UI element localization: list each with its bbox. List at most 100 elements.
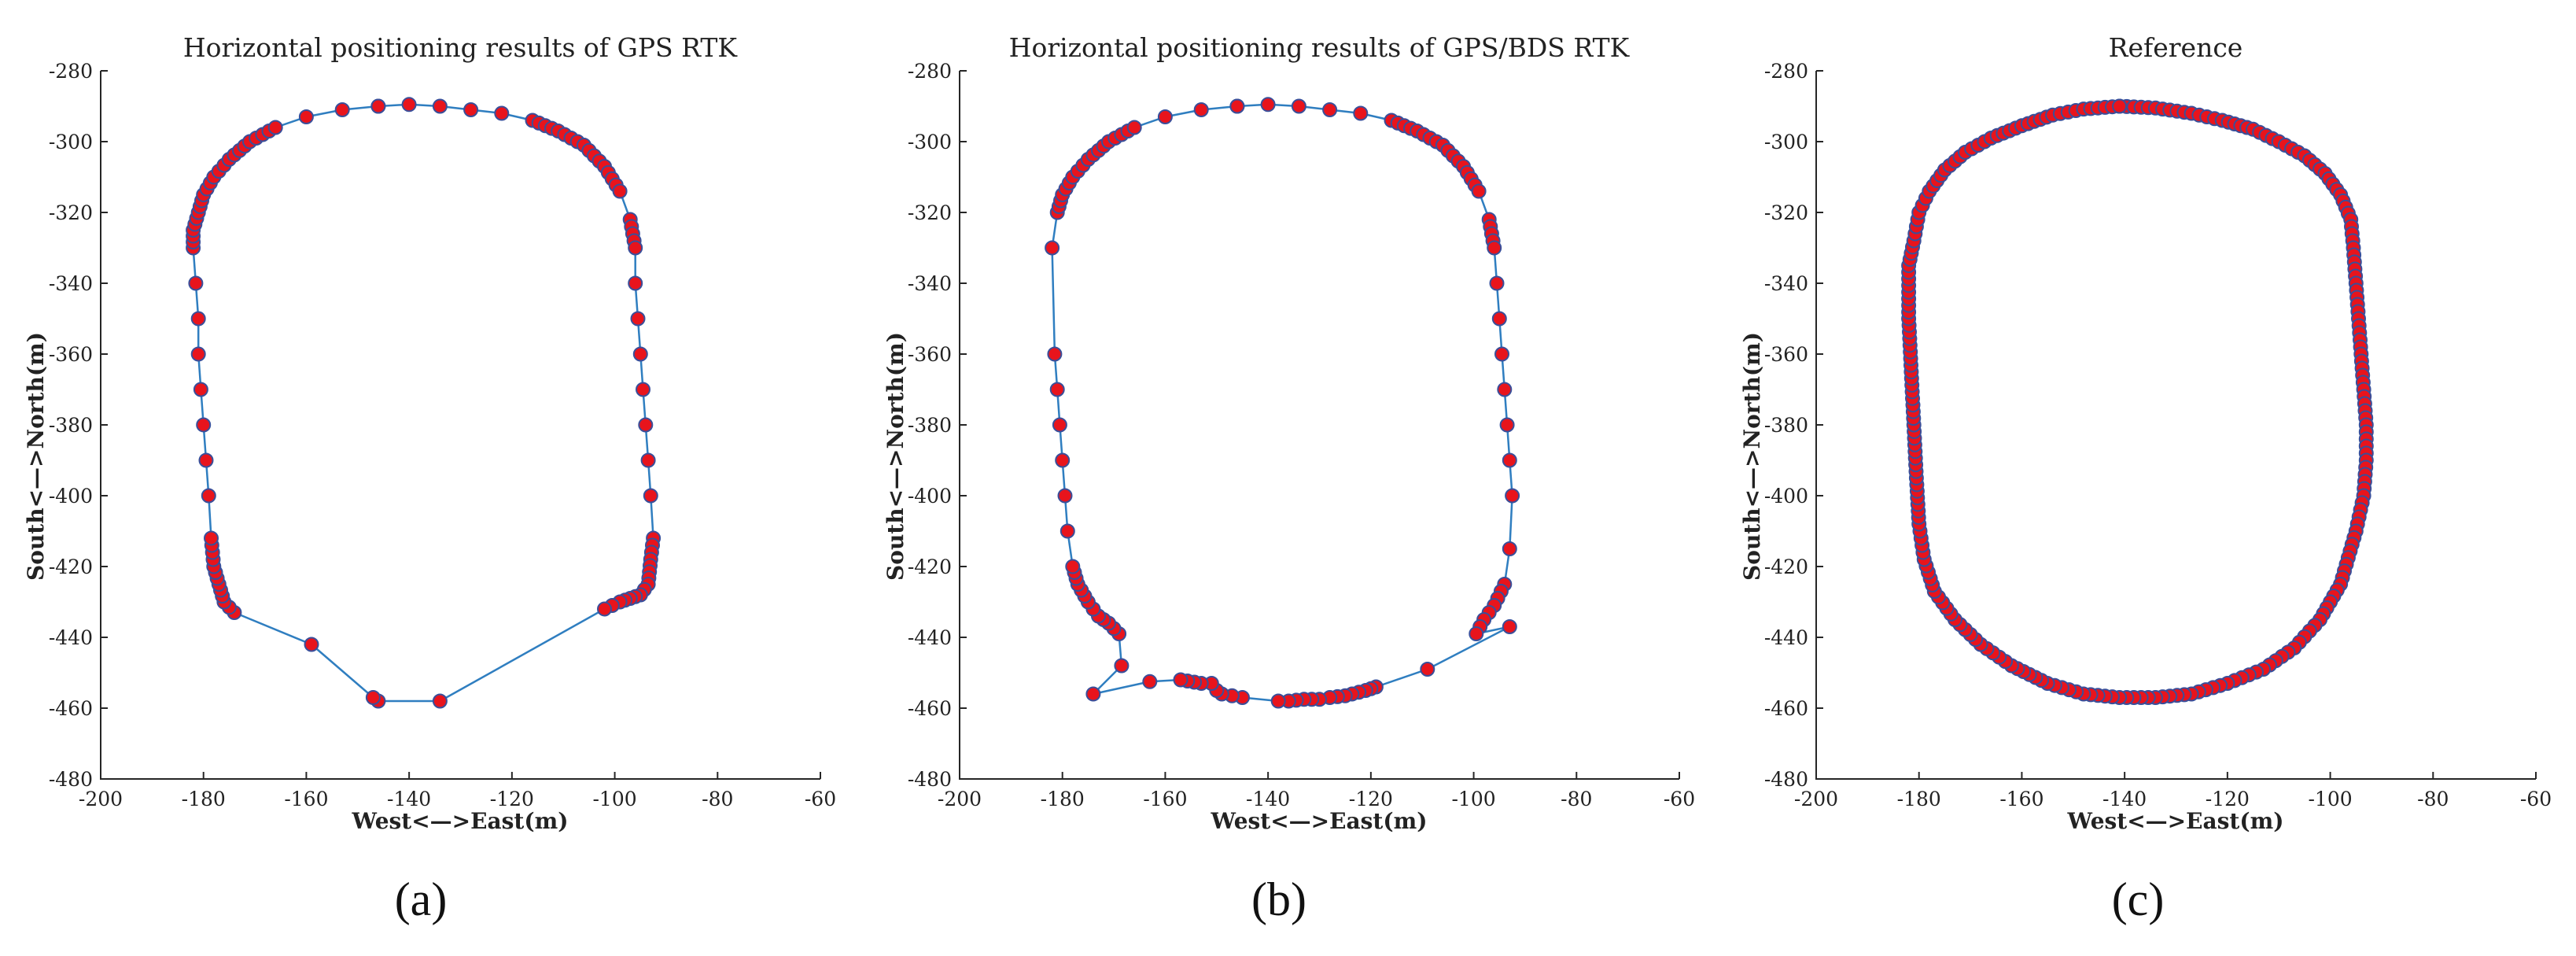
data-point bbox=[1193, 102, 1209, 117]
data-point bbox=[1065, 559, 1081, 574]
y-tick-label: -380 bbox=[49, 414, 93, 437]
plot-area: -200 -180 -160 -140 -120 -100 -80 -60 -480 -460 -4… bbox=[1764, 60, 2552, 810]
data-point bbox=[201, 488, 216, 504]
data-point bbox=[1499, 417, 1515, 433]
y-tick-label: -340 bbox=[49, 272, 93, 295]
y-tick-label: -400 bbox=[908, 485, 952, 508]
data-point bbox=[597, 601, 612, 617]
x-tick-label: -80 bbox=[1561, 788, 1592, 810]
data-point bbox=[1487, 240, 1502, 256]
y-tick-label: -360 bbox=[1764, 343, 1808, 366]
y-tick-label: -300 bbox=[908, 131, 952, 153]
y-tick-label: -360 bbox=[908, 343, 952, 366]
data-point bbox=[1260, 97, 1276, 113]
data-point bbox=[1502, 452, 1517, 468]
data-point bbox=[640, 452, 656, 468]
data-point bbox=[628, 275, 643, 291]
y-tick-label: -460 bbox=[1764, 697, 1808, 720]
y-tick-label: -400 bbox=[49, 485, 93, 508]
x-tick-label: -180 bbox=[1897, 788, 1941, 810]
chart-title: Reference bbox=[2109, 32, 2243, 63]
x-axis-label: West<—>East(m) bbox=[2067, 808, 2284, 834]
data-point bbox=[188, 275, 204, 291]
y-tick-label: -480 bbox=[1764, 768, 1808, 791]
y-tick-label: -320 bbox=[49, 201, 93, 224]
data-point bbox=[267, 120, 283, 135]
y-axis-label: South<—>North(m) bbox=[883, 332, 908, 581]
subplot-b: Horizontal positioning results of GPS/BD… bbox=[883, 32, 1695, 925]
data-point bbox=[1142, 674, 1158, 689]
data-point bbox=[432, 98, 448, 114]
data-point bbox=[1502, 541, 1517, 556]
data-point bbox=[1055, 452, 1071, 468]
data-point bbox=[193, 382, 208, 397]
data-point bbox=[1049, 382, 1065, 397]
plot-area: -200 -180 -160 -140 -120 -100 -80 -60 -480 -460 -4… bbox=[49, 60, 836, 810]
data-point bbox=[2112, 98, 2128, 114]
data-point bbox=[1126, 120, 1142, 135]
x-tick-label: -160 bbox=[284, 788, 328, 810]
y-tick-label: -460 bbox=[49, 697, 93, 720]
y-tick-label: -280 bbox=[908, 60, 952, 83]
series-line bbox=[1051, 103, 1513, 703]
data-point bbox=[1045, 240, 1060, 256]
x-tick-label: -180 bbox=[1041, 788, 1085, 810]
data-point bbox=[628, 240, 643, 256]
data-point bbox=[298, 109, 314, 124]
chart-title: Horizontal positioning results of GPS/BD… bbox=[1009, 32, 1631, 63]
x-tick-label: -120 bbox=[2206, 788, 2250, 810]
chart-title: Horizontal positioning results of GPS RT… bbox=[183, 32, 739, 63]
y-tick-label: -340 bbox=[1764, 272, 1808, 295]
y-tick-label: -420 bbox=[1764, 556, 1808, 578]
caption-c: (c) bbox=[2112, 873, 2165, 925]
x-tick-label: -60 bbox=[1664, 788, 1695, 810]
x-tick-label: -200 bbox=[938, 788, 982, 810]
data-point bbox=[643, 488, 658, 504]
subplot-a: Horizontal positioning results of GPS RT… bbox=[23, 32, 836, 925]
data-point bbox=[204, 530, 219, 546]
y-tick-label: -280 bbox=[1764, 60, 1808, 83]
plot-area: -200 -180 -160 -140 -120 -100 -80 -60 -480 -460 -4… bbox=[908, 60, 1695, 810]
data-point bbox=[432, 693, 448, 709]
data-point bbox=[1491, 311, 1507, 327]
data-point bbox=[463, 102, 479, 117]
data-point bbox=[190, 311, 206, 327]
y-tick-label: -440 bbox=[49, 626, 93, 649]
y-tick-label: -480 bbox=[49, 768, 93, 791]
x-tick-label: -120 bbox=[490, 788, 534, 810]
data-point bbox=[1173, 672, 1188, 688]
y-tick-label: -460 bbox=[908, 697, 952, 720]
y-tick-label: -320 bbox=[1764, 201, 1808, 224]
data-point bbox=[334, 102, 350, 117]
data-point bbox=[1322, 102, 1338, 117]
data-point bbox=[638, 417, 654, 433]
x-tick-label: -180 bbox=[182, 788, 226, 810]
x-tick-label: -100 bbox=[592, 788, 636, 810]
y-axis-label: South<—>North(m) bbox=[1739, 332, 1765, 581]
data-point bbox=[365, 690, 381, 705]
data-point bbox=[1291, 98, 1306, 114]
data-point bbox=[1505, 488, 1520, 504]
data-point bbox=[1057, 488, 1073, 504]
x-tick-label: -100 bbox=[2308, 788, 2352, 810]
data-point bbox=[190, 346, 206, 362]
x-tick-label: -120 bbox=[1349, 788, 1393, 810]
data-point bbox=[1502, 619, 1517, 634]
y-tick-label: -300 bbox=[49, 131, 93, 153]
y-tick-label: -440 bbox=[908, 626, 952, 649]
x-tick-label: -160 bbox=[1999, 788, 2043, 810]
data-point bbox=[1353, 105, 1369, 121]
x-tick-label: -80 bbox=[2417, 788, 2449, 810]
data-point bbox=[630, 311, 646, 327]
y-tick-label: -440 bbox=[1764, 626, 1808, 649]
y-tick-label: -420 bbox=[49, 556, 93, 578]
x-tick-label: -200 bbox=[1794, 788, 1838, 810]
data-point bbox=[1060, 523, 1075, 539]
y-tick-label: -320 bbox=[908, 201, 952, 224]
x-tick-label: -140 bbox=[2102, 788, 2147, 810]
data-point bbox=[1497, 382, 1513, 397]
x-tick-label: -100 bbox=[1451, 788, 1495, 810]
data-point bbox=[1489, 275, 1505, 291]
caption-b: (b) bbox=[1251, 873, 1306, 925]
